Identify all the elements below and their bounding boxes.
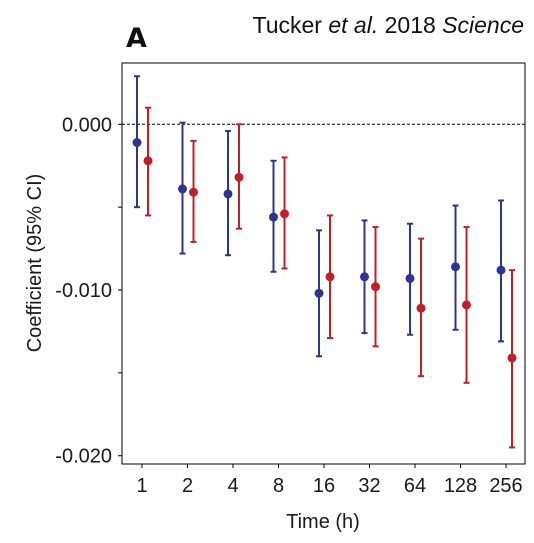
series-2 <box>143 106 517 449</box>
citation-author: Tucker <box>253 12 323 38</box>
x-tick-label: 128 <box>444 475 477 497</box>
data-point <box>325 272 335 282</box>
x-tick-label: 8 <box>273 475 284 497</box>
citation-etal: et al. <box>328 12 378 38</box>
y-axis: 0.000 -0.010 -0.020 <box>55 114 122 468</box>
x-tick-label: 64 <box>404 475 426 497</box>
data-point <box>360 272 369 282</box>
data-point <box>507 353 517 363</box>
data-point <box>462 300 471 310</box>
x-tick-label: 256 <box>489 475 522 497</box>
x-axis: 1 2 4 8 16 32 64 128 256 <box>136 464 523 497</box>
data-point <box>143 156 153 166</box>
data-point <box>405 273 415 283</box>
y-axis-label: Coefficient (95% CI) <box>24 174 46 353</box>
citation-year: 2018 <box>385 12 436 38</box>
y-tick-label: -0.020 <box>55 446 112 468</box>
data-point <box>314 288 324 298</box>
data-point <box>189 187 198 197</box>
data-point <box>223 189 233 199</box>
citation-journal: Science <box>442 12 524 38</box>
data-point <box>496 265 506 275</box>
panel-label: A <box>126 23 147 54</box>
data-point <box>451 262 460 272</box>
data-point <box>132 138 142 148</box>
data-point <box>371 282 380 292</box>
x-tick-label: 32 <box>358 475 380 497</box>
data-point <box>280 209 289 219</box>
data-point <box>269 212 278 222</box>
x-tick-label: 16 <box>313 475 335 497</box>
y-tick-label: -0.010 <box>55 280 112 302</box>
citation: Tucker et al. 2018 Science <box>253 12 525 38</box>
data-point <box>178 184 187 194</box>
series-layer <box>132 75 517 449</box>
x-tick-label: 4 <box>227 475 238 497</box>
data-point <box>234 172 244 182</box>
data-point <box>416 303 426 313</box>
y-tick-label: 0.000 <box>62 114 112 136</box>
x-tick-label: 2 <box>182 475 193 497</box>
x-tick-label: 1 <box>136 475 147 497</box>
x-axis-label: Time (h) <box>286 511 360 533</box>
series-1 <box>132 75 506 358</box>
